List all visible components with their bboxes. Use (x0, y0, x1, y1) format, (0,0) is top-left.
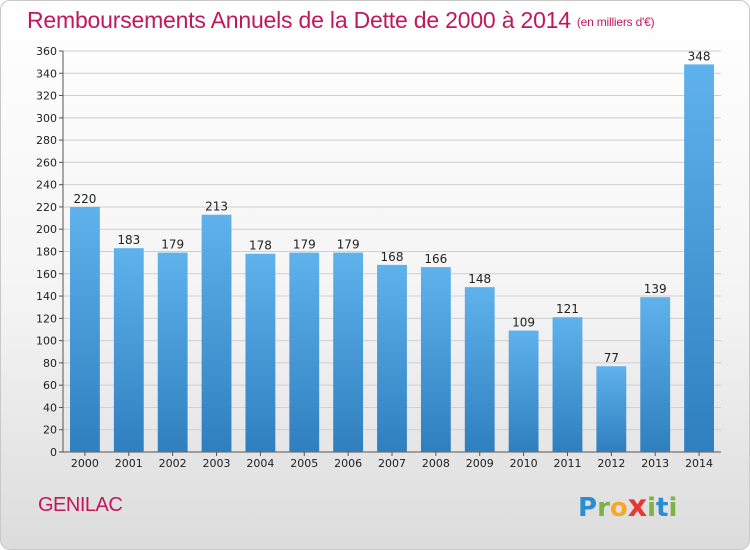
x-tick-label-2005: 2005 (290, 457, 318, 470)
y-tick-label: 200 (36, 223, 57, 236)
value-label-2011: 121 (556, 302, 579, 316)
value-label-2004: 178 (249, 239, 272, 253)
y-tick-label: 40 (43, 401, 57, 414)
bar-2000 (70, 206, 100, 452)
x-tick-label-2011: 2011 (553, 457, 581, 470)
x-tick-label-2006: 2006 (334, 457, 362, 470)
logo-letter: r (597, 493, 610, 523)
y-tick-label: 340 (36, 67, 57, 80)
y-tick-label: 140 (36, 290, 57, 303)
value-label-2012: 77 (604, 351, 619, 365)
bar-2012 (596, 366, 627, 452)
value-label-2007: 168 (381, 250, 404, 264)
x-tick-label-2010: 2010 (510, 457, 538, 470)
x-tick-label-2002: 2002 (159, 457, 187, 470)
bar-2009 (464, 287, 495, 452)
value-label-2001: 183 (117, 233, 140, 247)
value-label-2008: 166 (424, 252, 447, 266)
bar-2008 (420, 267, 451, 452)
bar-2003 (201, 214, 232, 452)
bars (70, 64, 714, 452)
chart-title-text: Remboursements Annuels de la Dette de 20… (27, 7, 571, 33)
value-label-2006: 179 (337, 238, 360, 252)
labels: 0 20 40 60 80 100 120 140 160 180 200 220 240 260 280 3… (36, 45, 713, 470)
y-tick-label: 0 (50, 446, 57, 459)
logo-letter: t (656, 493, 669, 523)
x-tick-label-2003: 2003 (203, 457, 231, 470)
y-tick-label: 100 (36, 335, 57, 348)
commune-name: GENILAC (38, 494, 123, 516)
x-tick-label-2014: 2014 (685, 457, 713, 470)
y-tick-label: 180 (36, 246, 57, 259)
x-tick-label-2009: 2009 (466, 457, 494, 470)
y-tick-label: 160 (36, 268, 57, 281)
proxiti-logo: Proxiti (578, 489, 677, 524)
y-tick-label: 60 (43, 379, 57, 392)
y-tick-label: 240 (36, 179, 57, 192)
y-tick-label: 220 (36, 201, 57, 214)
value-label-2013: 139 (644, 282, 667, 296)
x-tick-label-2000: 2000 (71, 457, 99, 470)
x-tick-label-2001: 2001 (115, 457, 143, 470)
bar-2006 (333, 252, 364, 452)
logo-letter: P (578, 493, 598, 523)
y-tick-label: 360 (36, 45, 57, 58)
bar-2010 (508, 330, 539, 452)
bar-2005 (289, 252, 320, 452)
value-label-2009: 148 (468, 272, 491, 286)
value-label-2000: 220 (73, 192, 96, 206)
chart-subtitle: (en milliers d'€) (576, 14, 655, 29)
x-tick-label-2007: 2007 (378, 457, 406, 470)
bar-2002 (157, 252, 188, 452)
bar-2004 (245, 253, 276, 452)
y-tick-label: 280 (36, 134, 57, 147)
bar-2007 (377, 264, 407, 452)
bar-2001 (113, 248, 144, 452)
x-tick-label-2012: 2012 (597, 457, 625, 470)
bar-2011 (552, 317, 583, 452)
y-tick-label: 300 (36, 112, 57, 125)
y-tick-label: 260 (36, 156, 57, 169)
logo-letter: i (647, 493, 657, 523)
y-tick-label: 20 (43, 424, 57, 437)
value-label-2005: 179 (293, 238, 316, 252)
value-label-2002: 179 (161, 238, 184, 252)
bar-2014 (684, 64, 714, 452)
y-tick-label: 320 (36, 90, 57, 103)
chart-title: Remboursements Annuels de la Dette de 20… (27, 7, 655, 34)
value-label-2014: 348 (688, 49, 711, 63)
logo-letter: i (668, 493, 678, 523)
bar-2013 (640, 297, 671, 452)
logo-letter: o (609, 493, 628, 523)
value-label-2010: 109 (512, 316, 535, 330)
y-tick-label: 120 (36, 312, 57, 325)
y-tick-label: 80 (43, 357, 57, 370)
x-tick-label-2004: 2004 (246, 457, 274, 470)
value-label-2003: 213 (205, 200, 228, 214)
x-tick-label-2013: 2013 (641, 457, 669, 470)
x-tick-label-2008: 2008 (422, 457, 450, 470)
logo-letter: x (627, 489, 648, 524)
